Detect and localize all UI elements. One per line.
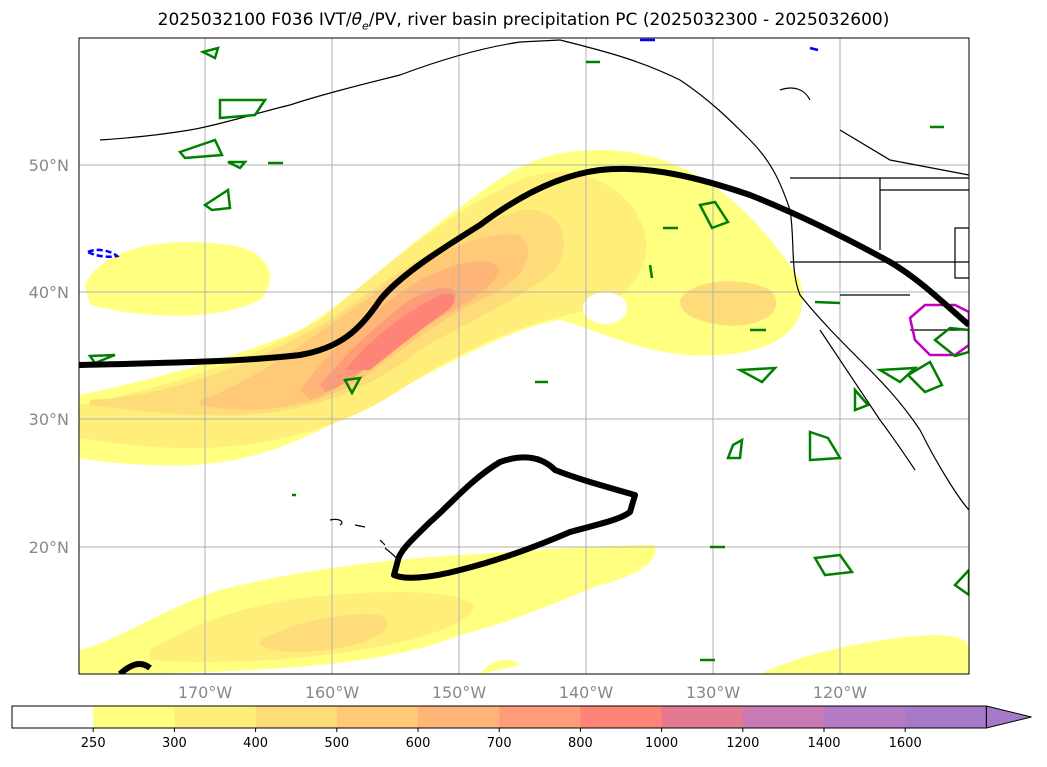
- colorbar-swatch: [255, 706, 338, 728]
- colorbar-swatch: [174, 706, 257, 728]
- colorbar-tick-label: 1600: [889, 736, 922, 751]
- theta-contours: [85, 38, 969, 358]
- colorbar-swatch: [12, 706, 94, 728]
- colorbar-tick-label: 600: [406, 736, 431, 751]
- lon-label-130w: 130°W: [686, 683, 741, 702]
- longitude-labels: 170°W 160°W 150°W 140°W 130°W 120°W: [178, 683, 868, 702]
- colorbar-swatch: [336, 706, 419, 728]
- colorbar-tick-label: 250: [81, 736, 106, 751]
- lat-label-30: 30°N: [29, 410, 69, 429]
- colorbar-extend-arrow: [985, 705, 1032, 729]
- colorbar-swatch: [418, 706, 500, 728]
- colorbar-swatch: [499, 706, 581, 728]
- coastlines: [99, 39, 969, 561]
- lon-label-140w: 140°W: [559, 683, 614, 702]
- lon-label-150w: 150°W: [432, 683, 487, 702]
- colorbar-swatch: [742, 706, 825, 728]
- colorbar-tick-label: 1400: [807, 736, 840, 751]
- colorbar-tick-label: 500: [324, 736, 349, 751]
- lon-label-170w: 170°W: [178, 683, 233, 702]
- pv-contours: [87, 46, 969, 662]
- colorbar-tick-label: 1200: [726, 736, 759, 751]
- ivt-band-south: [79, 545, 969, 674]
- lon-label-160w: 160°W: [305, 683, 360, 702]
- colorbar-tick-label: 400: [243, 736, 268, 751]
- lon-label-120w: 120°W: [813, 683, 868, 702]
- colorbar-tick-label: 1000: [645, 736, 678, 751]
- map-frame: [78, 37, 970, 675]
- ivt-contours: [79, 165, 969, 674]
- colorbar-swatch: [824, 706, 906, 728]
- colorbar: 250 300 400 500 600 700 800 1000 1200 1400 1600: [11, 705, 1032, 751]
- colorbar-swatch: [661, 706, 744, 728]
- map-title: 2025032100 F036 IVT/θe/PV, river basin p…: [157, 10, 890, 33]
- latitude-labels: 50°N 40°N 30°N 20°N: [29, 156, 69, 557]
- lat-label-20: 20°N: [29, 538, 69, 557]
- colorbar-tick-label: 800: [568, 736, 593, 751]
- colorbar-tick-label: 300: [162, 736, 187, 751]
- lat-label-50: 50°N: [29, 156, 69, 175]
- colorbar-swatch: [905, 706, 987, 728]
- colorbar-tick-label: 700: [487, 736, 512, 751]
- colorbar-swatch: [93, 706, 175, 728]
- lat-label-40: 40°N: [29, 283, 69, 302]
- graticule: [79, 38, 969, 674]
- colorbar-swatch: [580, 706, 663, 728]
